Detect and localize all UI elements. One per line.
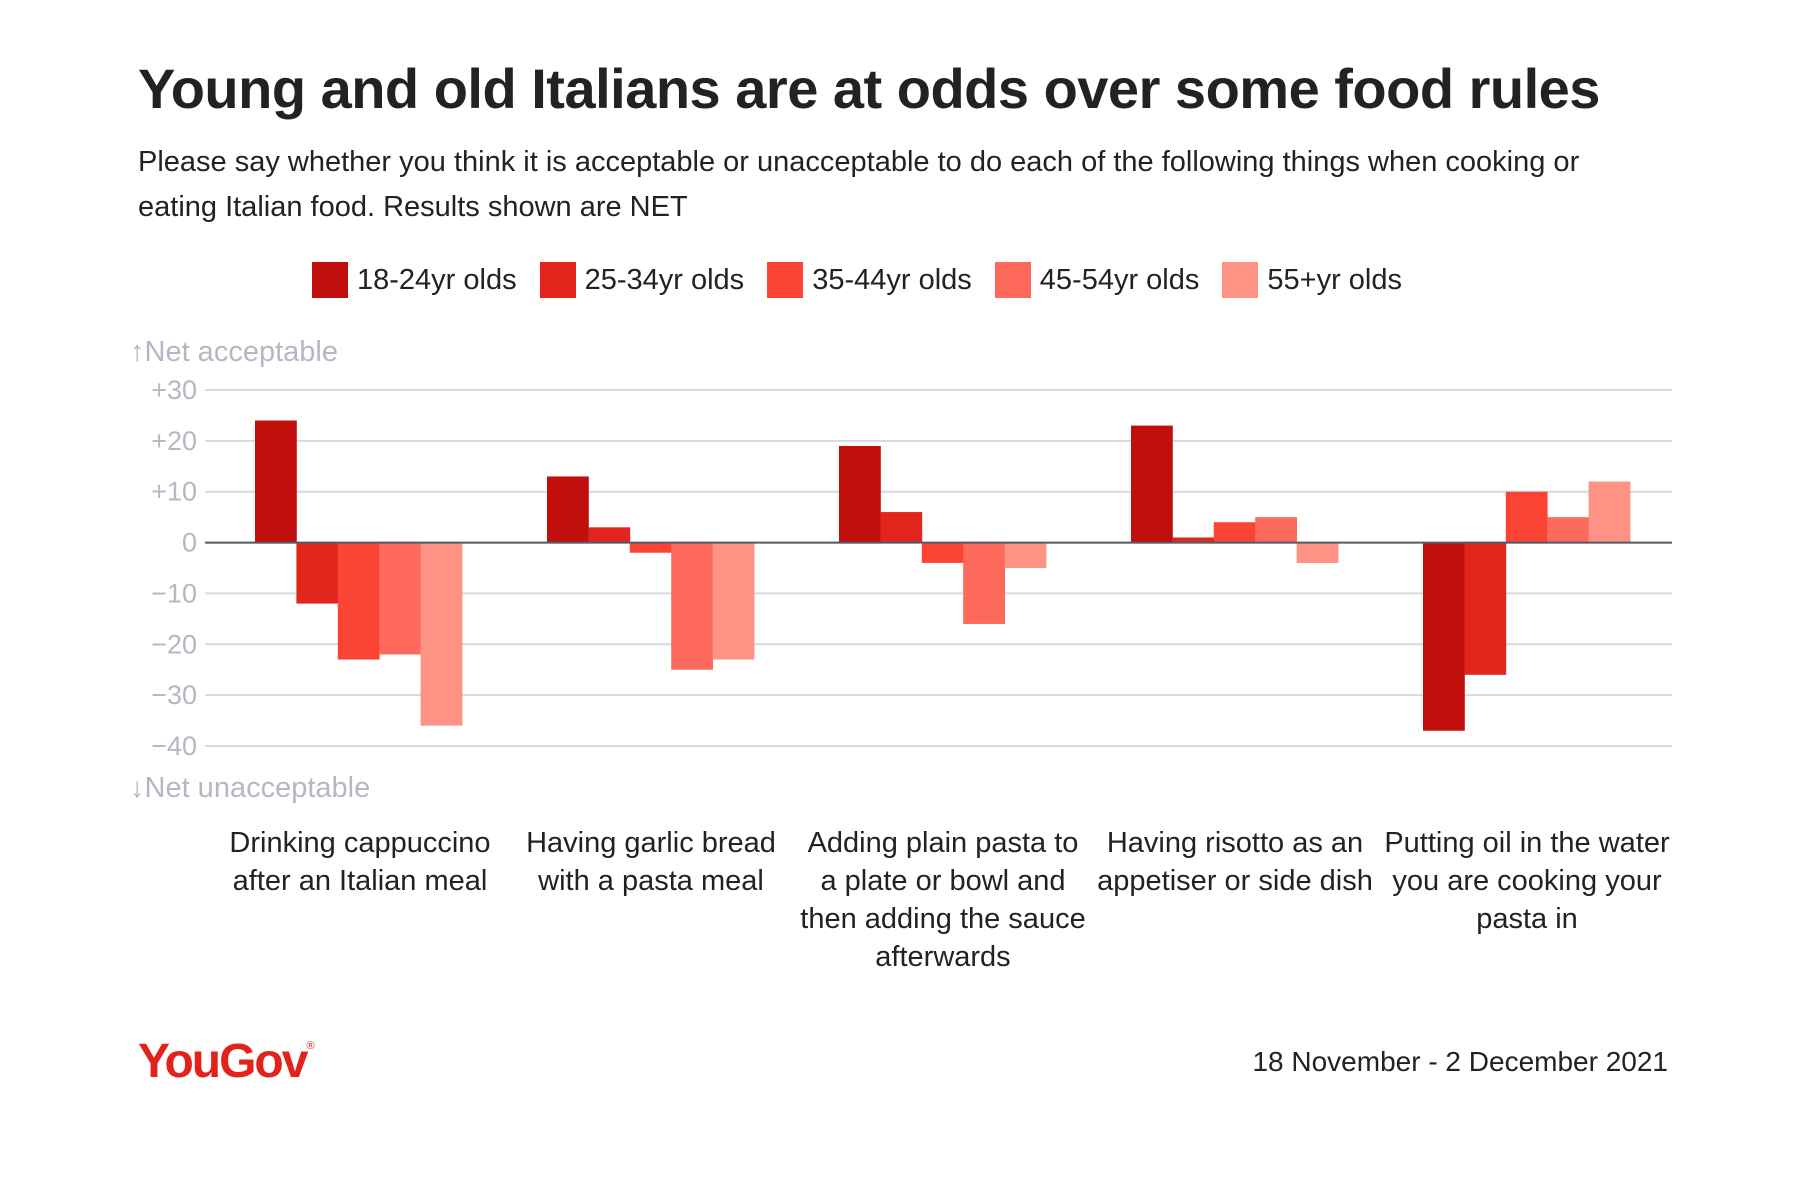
legend-item-35-44: 35-44yr olds bbox=[767, 262, 972, 298]
bar bbox=[921, 542, 964, 563]
bar bbox=[1547, 517, 1589, 543]
legend-label-25-34: 25-34yr olds bbox=[584, 263, 745, 296]
legend-label-35-44: 35-44yr olds bbox=[812, 263, 972, 296]
bar bbox=[839, 445, 881, 543]
bar bbox=[671, 542, 713, 670]
y-tick-label: +30 bbox=[151, 375, 197, 405]
brand-name: YouGov bbox=[138, 1035, 308, 1088]
bar bbox=[296, 542, 339, 604]
bar bbox=[547, 476, 589, 543]
bar bbox=[379, 542, 421, 655]
legend-item-18-24: 18-24yr olds bbox=[312, 262, 517, 298]
category-label-cappuccino: Drinking cappuccino after an Italian mea… bbox=[229, 827, 491, 897]
legend: 18-24yr olds 25-34yr olds 35-44yr olds 4… bbox=[312, 262, 1425, 298]
category-label-oil-in-water: Putting oil in the water you are cooking… bbox=[1384, 827, 1670, 935]
legend-label-45-54: 45-54yr olds bbox=[1039, 263, 1200, 296]
bar bbox=[1464, 542, 1507, 675]
bar bbox=[1505, 491, 1548, 543]
category-label-plain-pasta: Adding plain pasta to a plate or bowl an… bbox=[800, 827, 1086, 973]
category-label-risotto: Having risotto as an appetiser or side d… bbox=[1097, 827, 1373, 897]
bar bbox=[712, 542, 755, 660]
legend-swatch-25-34 bbox=[539, 262, 576, 298]
bar bbox=[420, 542, 463, 726]
axis-note-acceptable: ↑Net acceptable bbox=[130, 336, 338, 368]
axis-note-unacceptable: ↓Net unacceptable bbox=[130, 772, 371, 804]
legend-swatch-55-plus bbox=[1222, 262, 1259, 298]
legend-item-25-34: 25-34yr olds bbox=[539, 262, 745, 298]
bar bbox=[1423, 542, 1465, 731]
y-tick-label: −20 bbox=[151, 629, 197, 659]
bar bbox=[1213, 522, 1256, 543]
legend-swatch-18-24 bbox=[312, 262, 348, 298]
yougov-logo: YouGov® bbox=[138, 1034, 315, 1089]
legend-swatch-45-54 bbox=[994, 262, 1031, 298]
legend-label-18-24: 18-24yr olds bbox=[357, 263, 517, 296]
bar bbox=[255, 420, 297, 543]
y-tick-label: +10 bbox=[151, 477, 197, 507]
bar bbox=[1172, 537, 1215, 543]
fieldwork-dates: 18 November - 2 December 2021 bbox=[1252, 1046, 1668, 1077]
bar bbox=[629, 542, 672, 553]
chart-subtitle: Please say whether you think it is accep… bbox=[138, 146, 1580, 223]
brand-registered-mark: ® bbox=[306, 1040, 315, 1052]
bar bbox=[337, 542, 380, 660]
legend-item-55-plus: 55+yr olds bbox=[1222, 262, 1402, 298]
bar bbox=[1255, 517, 1297, 543]
bar bbox=[880, 512, 923, 543]
bar bbox=[588, 527, 631, 543]
category-label-garlic-bread: Having garlic bread with a pasta meal bbox=[526, 827, 776, 897]
chart-title: Young and old Italians are at odds over … bbox=[138, 57, 1600, 120]
legend-swatch-35-44 bbox=[767, 262, 804, 298]
y-tick-label: 0 bbox=[182, 528, 197, 558]
bar bbox=[1588, 481, 1631, 543]
y-tick-label: +20 bbox=[151, 426, 197, 456]
legend-label-55-plus: 55+yr olds bbox=[1267, 263, 1402, 296]
bar bbox=[1296, 542, 1339, 563]
bar bbox=[963, 542, 1005, 624]
y-tick-label: −40 bbox=[151, 731, 197, 761]
bar bbox=[1131, 425, 1173, 543]
bar bbox=[1004, 542, 1047, 568]
legend-item-45-54: 45-54yr olds bbox=[994, 262, 1200, 298]
y-tick-label: −10 bbox=[151, 578, 197, 608]
y-tick-label: −30 bbox=[151, 680, 197, 710]
